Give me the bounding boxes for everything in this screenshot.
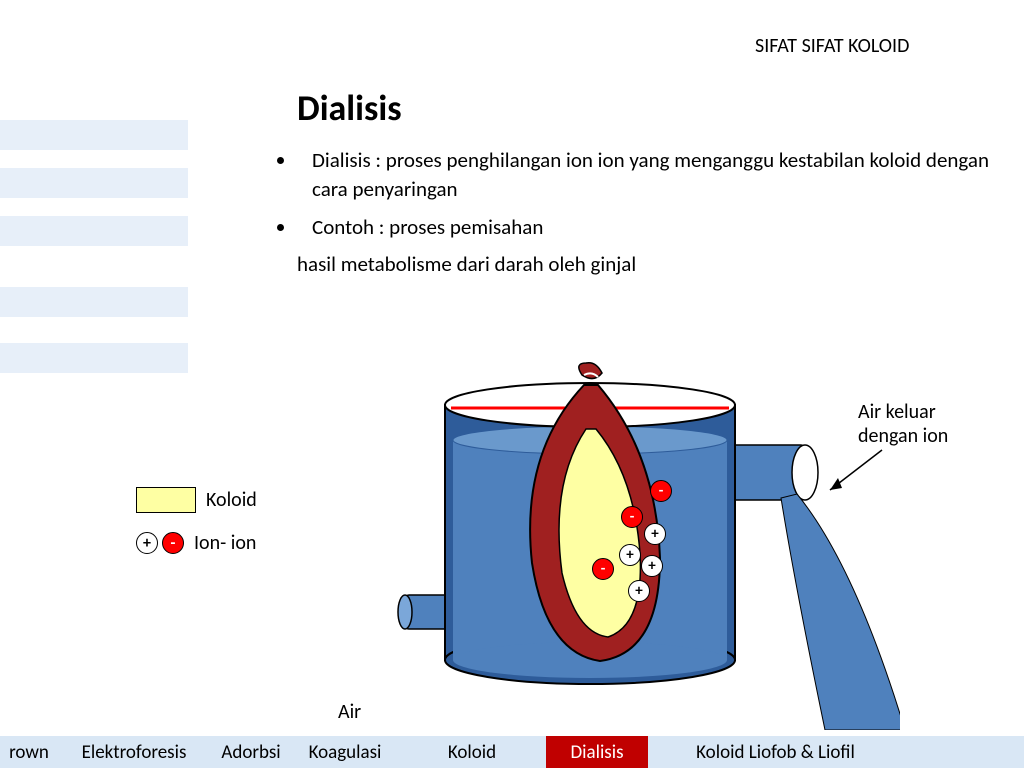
plus-ion-icon: + [619, 544, 641, 566]
minus-ion-icon: - [621, 506, 643, 528]
bullet-continuation: hasil metabolisme dari darah oleh ginjal [297, 250, 1017, 279]
sidebar-placeholder [0, 120, 188, 150]
sidebar-placeholder [0, 216, 188, 246]
sidebar-placeholder [0, 287, 188, 317]
legend-koloid: Koloid [136, 487, 257, 513]
legend-ion-label: Ion- ion [194, 531, 256, 555]
sidebar-placeholder [0, 343, 188, 373]
nav-bar: rownElektroforesisAdorbsiKoagulasiKoloid… [0, 736, 1024, 768]
nav-tab[interactable]: rown [0, 736, 58, 768]
nav-tab[interactable]: Dialisis [546, 736, 648, 768]
nav-tab[interactable]: Elektroforesis [58, 736, 210, 768]
plus-ion-icon: + [644, 523, 666, 545]
plus-icon: + [136, 532, 158, 554]
diagram-svg [340, 350, 900, 730]
legend-koloid-swatch [136, 487, 196, 513]
dialysis-diagram: --++-++ [340, 350, 900, 730]
legend-ion: + - Ion- ion [136, 531, 256, 555]
bullet-item: Dialisis : proses penghilangan ion ion y… [297, 146, 1017, 205]
legend-koloid-label: Koloid [206, 488, 257, 512]
sidebar-placeholder [0, 168, 188, 198]
nav-tab[interactable]: Koloid Liofob & Liofil [648, 736, 903, 768]
nav-tab[interactable]: Koloid [398, 736, 546, 768]
minus-icon: - [162, 532, 184, 554]
bullet-item: Contoh : proses pemisahan [297, 213, 1017, 242]
section-header: SIFAT SIFAT KOLOID [755, 34, 909, 58]
nav-tab[interactable]: Adorbsi [210, 736, 292, 768]
bullet-list: Dialisis : proses penghilangan ion ion y… [257, 146, 1017, 280]
plus-ion-icon: + [641, 555, 663, 577]
page-title: Dialisis [297, 86, 402, 130]
plus-ion-icon: + [628, 580, 650, 602]
nav-tab[interactable]: Koagulasi [292, 736, 398, 768]
nav-remainder [903, 736, 1024, 768]
minus-ion-icon: - [592, 558, 614, 580]
minus-ion-icon: - [650, 480, 672, 502]
